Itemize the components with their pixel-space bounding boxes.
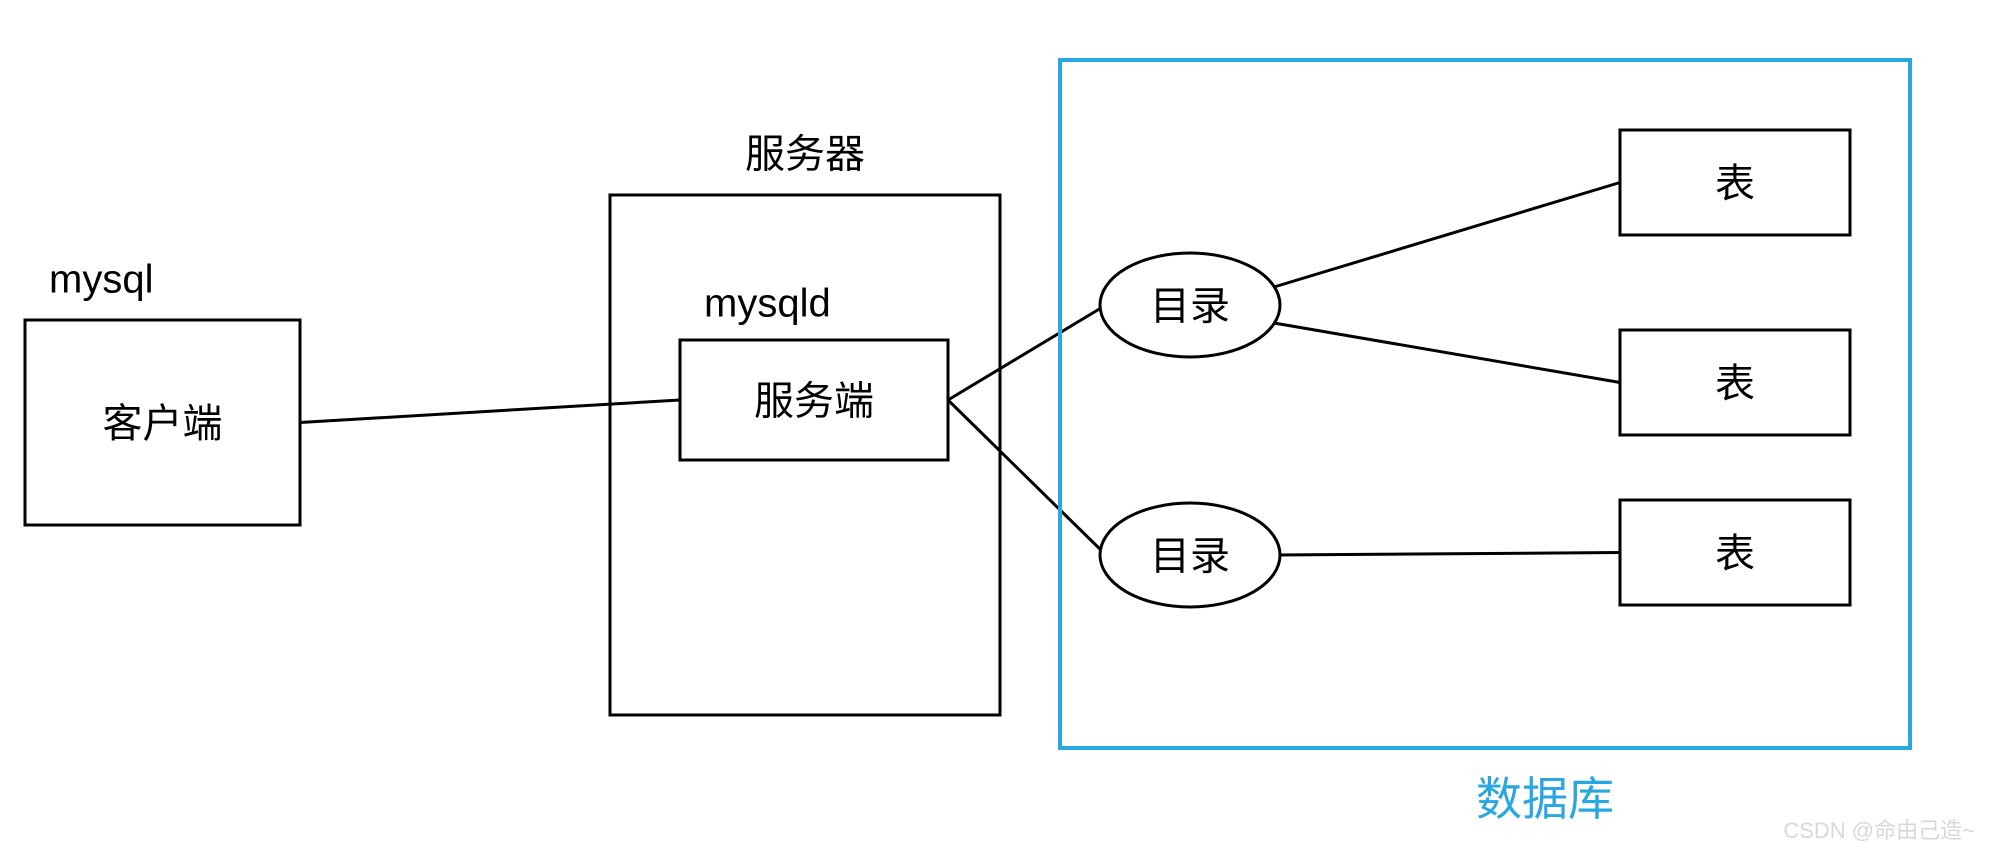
db-caption: 数据库 — [1476, 773, 1614, 825]
table2-label: 表 — [1715, 362, 1755, 406]
server-inner-header: mysqld — [704, 282, 831, 326]
dir1-label: 目录 — [1150, 285, 1230, 329]
client-header: mysql — [49, 258, 153, 302]
table1-label: 表 — [1715, 162, 1755, 206]
client-box-label: 客户端 — [103, 402, 223, 446]
server-inner-label: 服务端 — [754, 380, 874, 424]
watermark: CSDN @命由己造~ — [1783, 818, 1975, 843]
server-header: 服务器 — [745, 133, 865, 177]
diagram-canvas: mysql客户端服务器mysqld服务端目录目录表表表数据库CSDN @命由己造… — [0, 0, 1995, 852]
table3-label: 表 — [1715, 532, 1755, 576]
dir2-label: 目录 — [1150, 535, 1230, 579]
